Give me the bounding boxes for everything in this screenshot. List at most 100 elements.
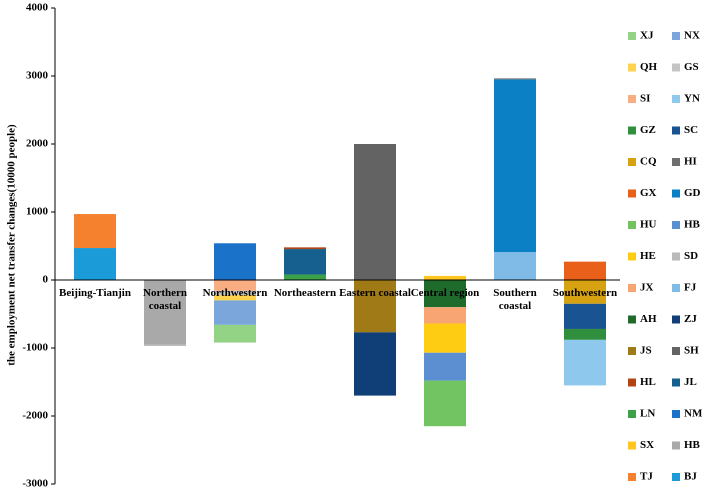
legend-label: HB: [684, 439, 701, 451]
legend-swatch: [628, 189, 636, 198]
legend-swatch: [628, 158, 636, 166]
x-tick-label: Eastern coastal: [339, 287, 411, 299]
legend-swatch: [628, 221, 636, 229]
legend-swatch: [672, 347, 680, 355]
bar-segment: [424, 280, 466, 308]
legend-label: GD: [684, 187, 701, 199]
bar-segment: [74, 214, 116, 249]
bar-segment: [214, 280, 256, 291]
legend-label: TJ: [640, 471, 653, 483]
legend-swatch: [628, 378, 636, 387]
legend-swatch: [672, 126, 680, 135]
x-tick-label: Northern coastal: [143, 287, 187, 312]
legend-label: SX: [640, 439, 654, 451]
y-tick-label: 2000: [26, 138, 49, 150]
legend-label: YN: [684, 93, 700, 105]
legend-label: FJ: [684, 282, 697, 294]
legend-label: GZ: [640, 124, 656, 136]
legend-label: AH: [640, 313, 657, 325]
legend-label: SI: [640, 93, 650, 105]
x-tick-label: Southwestern: [552, 287, 618, 299]
bar-segment: [494, 79, 536, 253]
bar-segment: [564, 339, 606, 386]
legend-label: XJ: [640, 30, 654, 42]
bar-segment: [424, 352, 466, 381]
bar-segment: [214, 243, 256, 280]
x-tick-label: Central region: [410, 287, 480, 299]
bar-segment: [424, 307, 466, 324]
bar-segment: [214, 294, 256, 301]
legend-swatch: [672, 410, 680, 418]
legend-swatch: [672, 315, 680, 324]
legend-swatch: [672, 32, 680, 40]
bar-segment: [144, 280, 186, 345]
legend-label: JL: [684, 376, 697, 388]
y-tick-label: 0: [43, 274, 49, 286]
y-tick-label: 1000: [26, 206, 49, 218]
legend-swatch: [628, 473, 636, 481]
bar-segment: [564, 280, 606, 304]
legend-swatch: [628, 315, 636, 324]
bar-segment: [424, 275, 466, 280]
legend-label: HB: [684, 219, 701, 231]
legend-swatch: [628, 347, 636, 355]
bar-segment: [214, 290, 256, 295]
legend-swatch: [628, 126, 636, 135]
legend-label: QH: [640, 61, 658, 73]
legend-label: HL: [640, 376, 656, 388]
bar-segment: [284, 249, 326, 275]
legend-label: JS: [640, 345, 652, 357]
bar-segment: [564, 303, 606, 329]
y-tick-label: -2000: [22, 410, 48, 422]
legend-label: HE: [640, 250, 656, 262]
legend-swatch: [672, 252, 680, 261]
y-tick-label: -3000: [22, 478, 48, 490]
legend-label: SC: [684, 124, 698, 136]
y-tick-label: 4000: [26, 2, 49, 14]
bar-segment: [564, 328, 606, 340]
bar-segment: [74, 248, 116, 280]
legend-swatch: [672, 378, 680, 387]
legend-swatch: [628, 410, 636, 418]
legend-label: JX: [640, 282, 654, 294]
legend-swatch: [628, 284, 636, 292]
legend-label: HI: [684, 156, 697, 168]
legend-label: ZJ: [684, 313, 697, 325]
legend-label: HU: [640, 219, 657, 231]
legend-swatch: [672, 95, 680, 103]
bar-segment: [284, 247, 326, 250]
legend-swatch: [672, 63, 680, 72]
legend-label: LN: [640, 408, 655, 420]
legend-swatch: [672, 473, 680, 481]
legend-label: SH: [684, 345, 699, 357]
bar-segment: [494, 252, 536, 280]
bar-segment: [214, 300, 256, 325]
legend-swatch: [628, 441, 636, 450]
bar-segment: [564, 261, 606, 280]
legend-swatch: [628, 32, 636, 40]
bar-segment: [354, 280, 396, 333]
x-tick-label: Northeastern: [273, 287, 337, 299]
legend-label: BJ: [684, 471, 697, 483]
legend-label: CQ: [640, 156, 657, 168]
legend-label: GX: [640, 187, 657, 199]
legend-label: GS: [684, 61, 699, 73]
legend-swatch: [672, 284, 680, 292]
bar-segment: [424, 323, 466, 353]
legend-swatch: [628, 252, 636, 261]
legend-label: SD: [684, 250, 698, 262]
y-tick-label: -1000: [22, 342, 48, 354]
legend-swatch: [672, 441, 680, 450]
legend-label: NX: [684, 30, 700, 42]
y-tick-label: 3000: [26, 70, 49, 82]
bar-segment: [424, 380, 466, 427]
y-axis-label: the employment net transfer changes(1000…: [6, 124, 18, 366]
legend-swatch: [628, 63, 636, 72]
x-tick-label: Beijing-Tianjin: [59, 287, 131, 299]
legend-label: NM: [684, 408, 703, 420]
bar-segment: [354, 144, 396, 280]
bar-segment: [144, 344, 186, 346]
x-tick-label: Southern coastal: [493, 287, 537, 312]
